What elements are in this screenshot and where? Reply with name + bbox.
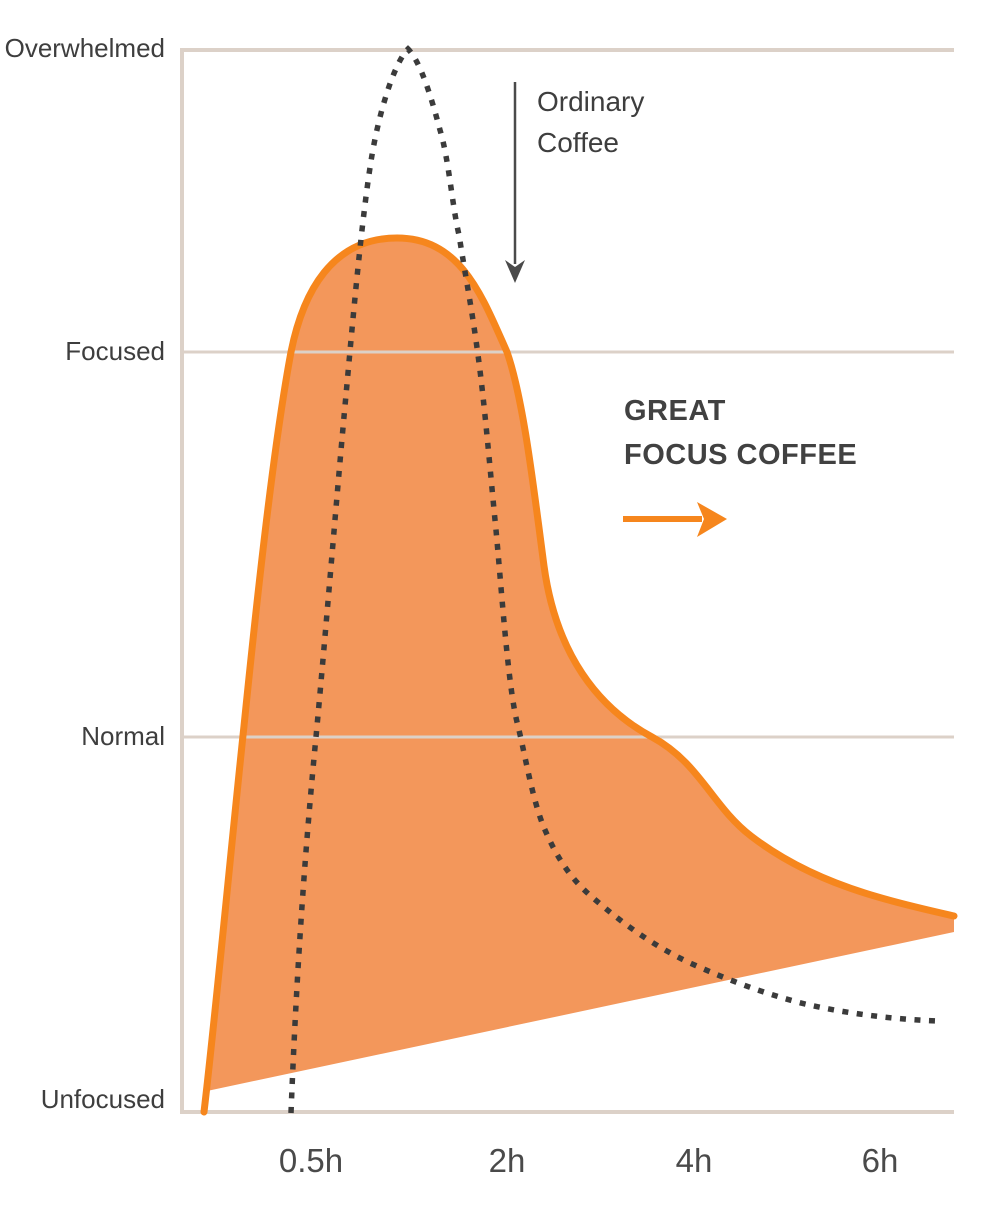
ordinary-coffee-annotation-line1: Ordinary <box>537 86 645 117</box>
x-axis-tick-2h: 2h <box>488 1142 526 1179</box>
y-axis-label-focused: Focused <box>65 336 165 366</box>
ordinary-coffee-annotation-line2: Coffee <box>537 127 619 158</box>
x-axis-tick-6h: 6h <box>861 1142 899 1179</box>
y-axis-label-normal: Normal <box>81 721 165 751</box>
ordinary-coffee-annotation: Ordinary Coffee <box>537 81 644 163</box>
x-axis-tick-0-5h: 0.5h <box>278 1142 344 1179</box>
y-axis-label-unfocused: Unfocused <box>40 1084 165 1114</box>
y-axis-label-overwhelmed: Overwhelmed <box>4 33 165 63</box>
ordinary-down-arrow-head <box>505 260 525 283</box>
ordinary-coffee-dotted-curve <box>288 45 941 1114</box>
x-axis-tick-4h: 4h <box>675 1142 713 1179</box>
great-focus-coffee-annotation-line2: FOCUS COFFEE <box>624 439 858 471</box>
great-focus-coffee-annotation: GREAT FOCUS COFFEE <box>624 389 857 477</box>
great-right-arrow-head <box>697 502 727 537</box>
great-focus-curve-stroke <box>200 234 958 1116</box>
great-focus-coffee-annotation-line1: GREAT <box>624 395 726 427</box>
